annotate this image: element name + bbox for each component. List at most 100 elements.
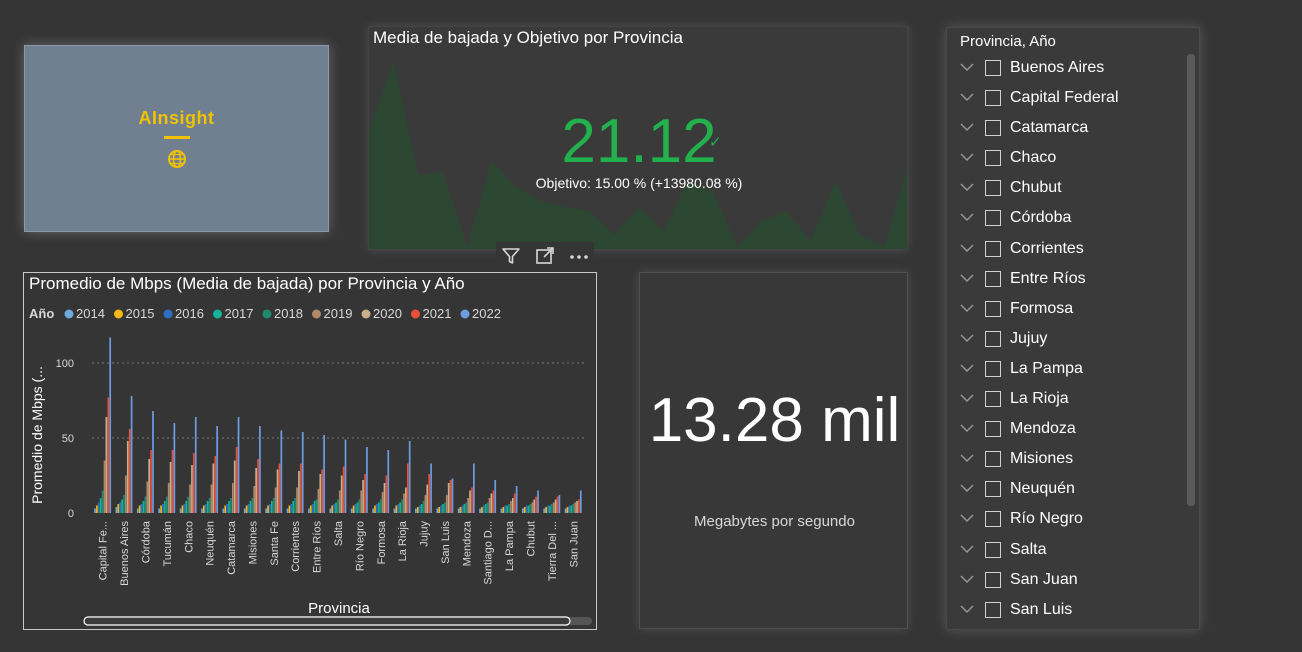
bar[interactable] [352,505,355,514]
bar[interactable] [463,504,466,513]
chevron-down-icon[interactable] [959,152,975,162]
bar[interactable] [523,507,526,513]
chevron-down-icon[interactable] [959,604,975,614]
bar[interactable] [294,498,296,513]
bar[interactable] [527,505,530,514]
bar[interactable] [224,505,227,514]
bar[interactable] [230,498,232,513]
bar[interactable] [360,490,363,514]
bar[interactable] [233,460,236,514]
bar[interactable] [374,505,376,514]
bar[interactable] [513,493,516,514]
slicer-item[interactable]: Chaco [947,144,1183,174]
bar-chart-card[interactable]: Año 2014 2015 2016 2017 2018 2019 2020 2021 2022 0… [23,272,597,630]
chevron-down-icon[interactable] [959,453,975,463]
bar[interactable] [461,505,464,514]
slicer-checkbox[interactable] [985,481,1001,498]
bar[interactable] [554,499,557,514]
bar[interactable] [366,447,368,513]
bar[interactable] [321,469,324,514]
chart-scrollbar-thumb[interactable] [83,616,571,626]
bar[interactable] [181,505,184,514]
bar[interactable] [309,505,312,514]
bar[interactable] [490,493,493,514]
slicer-item[interactable]: Salta [947,536,1183,566]
bar[interactable] [152,411,154,513]
bar[interactable] [167,483,170,513]
kpi-mbps-card[interactable]: 13.28 mil Megabytes por segundo [639,272,908,629]
slicer-checkbox[interactable] [985,240,1001,257]
bar[interactable] [570,505,573,514]
bar[interactable] [576,501,578,513]
bar[interactable] [424,495,427,513]
bar[interactable] [276,469,279,514]
bar[interactable] [160,505,162,514]
slicer-checkbox[interactable] [985,601,1001,618]
bar[interactable] [467,498,469,513]
bar[interactable] [445,495,448,513]
bar[interactable] [191,465,193,513]
slicer-item[interactable]: Córdoba [947,204,1183,234]
bar[interactable] [340,475,343,514]
bar[interactable] [128,429,131,513]
bar[interactable] [356,502,359,514]
bar[interactable] [290,504,293,513]
bar[interactable] [109,337,112,514]
chevron-down-icon[interactable] [959,333,975,343]
bar[interactable] [535,496,537,514]
bar[interactable] [399,502,402,514]
bar[interactable] [208,498,211,513]
bar[interactable] [272,498,275,513]
bar[interactable] [162,504,164,513]
bar[interactable] [395,505,398,514]
bar[interactable] [226,504,228,513]
bar[interactable] [243,508,246,514]
kpi-download-card[interactable]: Media de bajada y Objetivo por Provincia… [368,26,908,250]
bar[interactable] [288,505,291,514]
bar[interactable] [447,483,450,513]
slicer-item[interactable]: Entre Ríos [947,265,1183,295]
chevron-down-icon[interactable] [959,483,975,493]
bar[interactable] [101,490,104,514]
bar[interactable] [222,508,225,514]
bar[interactable] [430,463,432,514]
bar[interactable] [319,474,322,513]
bar[interactable] [387,450,390,513]
bar[interactable] [436,508,439,514]
bar[interactable] [416,507,419,513]
bar[interactable] [311,504,314,513]
bar[interactable] [420,504,423,513]
slicer-scrollbar[interactable] [1187,54,1195,506]
bar[interactable] [189,484,191,514]
bar[interactable] [331,505,334,514]
chevron-down-icon[interactable] [959,62,975,72]
slicer-checkbox[interactable] [985,360,1001,377]
bar[interactable] [249,501,252,513]
bar[interactable] [126,441,129,513]
bar[interactable] [251,498,254,513]
bar[interactable] [502,507,505,513]
bar[interactable] [358,499,361,514]
slicer-checkbox[interactable] [985,571,1001,588]
bar[interactable] [183,504,186,513]
bar[interactable] [121,499,123,514]
slicer-item[interactable]: Capital Federal [947,84,1183,114]
bar[interactable] [335,502,337,514]
bar[interactable] [228,501,230,513]
slicer-checkbox[interactable] [985,90,1001,107]
slicer-checkbox[interactable] [985,541,1001,558]
bar[interactable] [212,463,215,514]
bar[interactable] [529,504,532,513]
bar[interactable] [558,495,561,513]
bar[interactable] [292,501,295,513]
bar[interactable] [362,480,364,513]
bar[interactable] [96,505,98,514]
chevron-down-icon[interactable] [959,363,975,373]
bar[interactable] [267,505,269,514]
bar[interactable] [418,505,421,514]
bar[interactable] [323,435,325,513]
bar[interactable] [146,481,149,514]
bar[interactable] [125,475,127,514]
bar[interactable] [383,483,386,513]
bar[interactable] [442,504,444,513]
